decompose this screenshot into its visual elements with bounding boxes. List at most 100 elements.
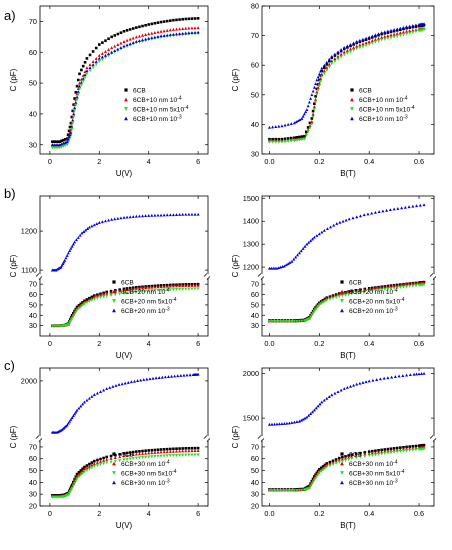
- data-point: [108, 386, 112, 389]
- data-point: [277, 140, 281, 144]
- data-point: [325, 465, 329, 469]
- data-point: [314, 476, 318, 480]
- data-point: [184, 31, 188, 35]
- data-point: [408, 284, 412, 288]
- axis-break-mask: [431, 274, 437, 279]
- series-3: [50, 372, 200, 434]
- data-point: [175, 18, 178, 22]
- data-point: [383, 287, 387, 291]
- data-point: [60, 145, 64, 149]
- data-point: [187, 31, 191, 35]
- data-point: [345, 385, 349, 389]
- data-point: [342, 387, 346, 390]
- data-point: [156, 21, 160, 24]
- data-point: [300, 319, 304, 323]
- data-point: [350, 453, 354, 456]
- data-point: [131, 27, 135, 30]
- data-point: [141, 214, 145, 218]
- data-point: [196, 17, 200, 20]
- data-point: [196, 446, 200, 450]
- data-point: [66, 133, 70, 137]
- legend-label: 6CB+10 nm 10-3: [133, 114, 182, 123]
- data-point: [284, 263, 288, 267]
- data-point: [422, 443, 426, 447]
- data-point: [69, 121, 73, 125]
- data-point: [168, 284, 172, 288]
- data-point: [85, 468, 89, 472]
- data-point: [56, 140, 60, 143]
- y-tick-label: 1400: [243, 217, 259, 226]
- data-point: [308, 126, 312, 130]
- data-point: [190, 287, 194, 291]
- series-2: [267, 28, 426, 144]
- data-point: [59, 265, 63, 269]
- series-3: [267, 22, 426, 129]
- data-point: [91, 63, 95, 66]
- data-point: [336, 390, 340, 394]
- data-point: [147, 289, 151, 293]
- data-point: [153, 31, 157, 35]
- data-point: [72, 112, 76, 116]
- data-point: [171, 27, 175, 31]
- data-point: [329, 225, 333, 229]
- data-point: [54, 140, 58, 143]
- data-point: [402, 445, 405, 449]
- data-point: [125, 291, 129, 295]
- data-point: [386, 31, 390, 34]
- x-tick-label: 6: [196, 157, 200, 166]
- data-point: [395, 286, 399, 290]
- data-point: [93, 459, 96, 463]
- data-point: [386, 37, 390, 41]
- axis-break-mask: [205, 436, 211, 441]
- data-point: [355, 382, 359, 386]
- data-point: [322, 72, 326, 76]
- data-point: [190, 446, 194, 450]
- data-point: [116, 32, 120, 36]
- data-point: [307, 240, 311, 244]
- data-point: [358, 453, 362, 457]
- data-point: [361, 37, 365, 41]
- data-point: [331, 294, 335, 298]
- data-point: [74, 310, 78, 314]
- legend-marker: [340, 289, 344, 294]
- data-point: [311, 112, 315, 116]
- data-point: [386, 287, 390, 291]
- data-point: [168, 449, 172, 453]
- data-point: [359, 451, 362, 455]
- data-point: [78, 81, 82, 85]
- data-point: [294, 255, 298, 259]
- data-point: [316, 75, 320, 79]
- series-3: [267, 371, 426, 426]
- data-point: [184, 287, 188, 291]
- data-point: [422, 28, 426, 32]
- y-tick-label: 2000: [21, 376, 37, 385]
- data-point: [118, 289, 122, 293]
- data-point: [72, 115, 76, 119]
- data-point: [165, 447, 169, 451]
- data-point: [367, 42, 371, 46]
- data-point: [102, 462, 106, 466]
- data-point: [405, 282, 409, 286]
- data-point: [306, 104, 310, 108]
- data-point: [168, 28, 172, 32]
- data-point: [339, 52, 343, 56]
- legend-exponent: -4: [400, 469, 405, 475]
- data-point: [370, 289, 374, 293]
- data-point: [317, 72, 321, 76]
- data-point: [159, 454, 163, 458]
- data-point: [153, 448, 157, 452]
- data-point: [165, 284, 169, 288]
- data-point: [341, 455, 344, 459]
- y-tick-label: 50: [251, 466, 259, 475]
- data-point: [81, 64, 85, 68]
- data-point: [411, 284, 415, 288]
- data-point: [344, 459, 348, 462]
- axis-break-mark: [429, 273, 437, 280]
- data-point: [69, 417, 73, 421]
- data-point: [75, 477, 79, 481]
- x-tick-label: 6: [196, 339, 200, 348]
- data-point: [363, 287, 367, 291]
- data-point: [310, 93, 314, 97]
- data-point: [383, 37, 387, 41]
- legend-marker: [112, 461, 116, 466]
